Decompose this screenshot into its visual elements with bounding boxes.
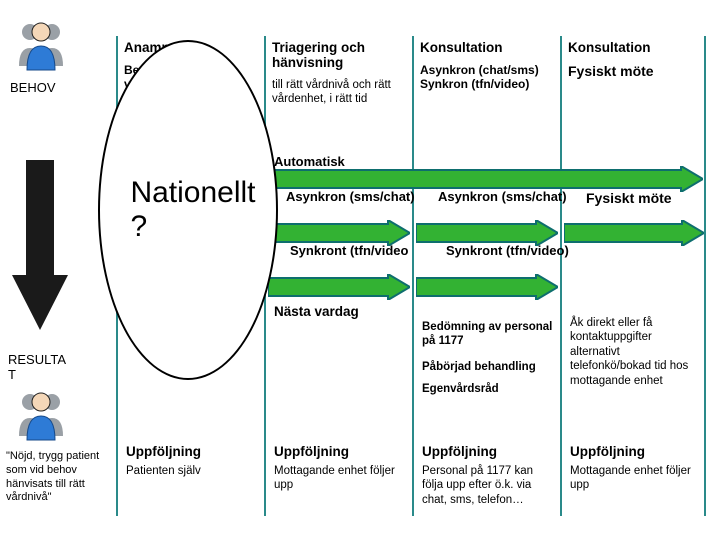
c3-mid2: Påbörjad behandling — [416, 356, 560, 378]
c3-follow-b: Personal på 1177 kan följa upp efter ö.k… — [416, 460, 558, 511]
arrow-async-4 — [564, 220, 704, 246]
c4-mid: Åk direkt eller få kontaktuppgifter alte… — [564, 312, 704, 392]
arrow-sync-2 — [268, 274, 410, 300]
c2-follow-b: Mottagande enhet följer upp — [268, 460, 408, 497]
person-icon-top — [16, 18, 66, 73]
overlay-nationellt: Nationellt ? — [98, 40, 278, 380]
overlay-text: Nationellt ? — [120, 176, 255, 245]
c4-follow-b: Mottagande enhet följer upp — [564, 460, 704, 497]
label-resultat: RESULTA T — [8, 352, 66, 382]
person-icon-bottom — [16, 388, 66, 443]
arrow-auto-2 — [268, 166, 703, 192]
quote-text: "Nöjd, trygg patient som vid behov hänvi… — [6, 450, 111, 505]
c2-title: Triagering och hänvisning — [266, 36, 412, 74]
c3-title: Konsultation — [414, 36, 560, 59]
c3-sub: Asynkron (chat/sms) Synkron (tfn/video) — [414, 59, 560, 95]
c2-body: till rätt vårdnivå och rätt vårdenhet, i… — [266, 74, 412, 111]
arrow-down-big — [12, 160, 68, 333]
c4-sub: Fysiskt möte — [562, 59, 704, 83]
c3-mid1: Bedömning av personal på 1177 — [416, 316, 560, 353]
arrow-async-3 — [416, 220, 558, 246]
c2-mid: Nästa vardag — [268, 300, 365, 323]
c4-title: Konsultation — [562, 36, 704, 59]
label-behov: BEHOV — [10, 80, 56, 95]
c1-follow-b: Patienten själv — [120, 460, 260, 482]
arrow-async-2 — [268, 220, 410, 246]
arrow-sync-3 — [416, 274, 558, 300]
c3-mid3: Egenvårdsråd — [416, 378, 560, 400]
